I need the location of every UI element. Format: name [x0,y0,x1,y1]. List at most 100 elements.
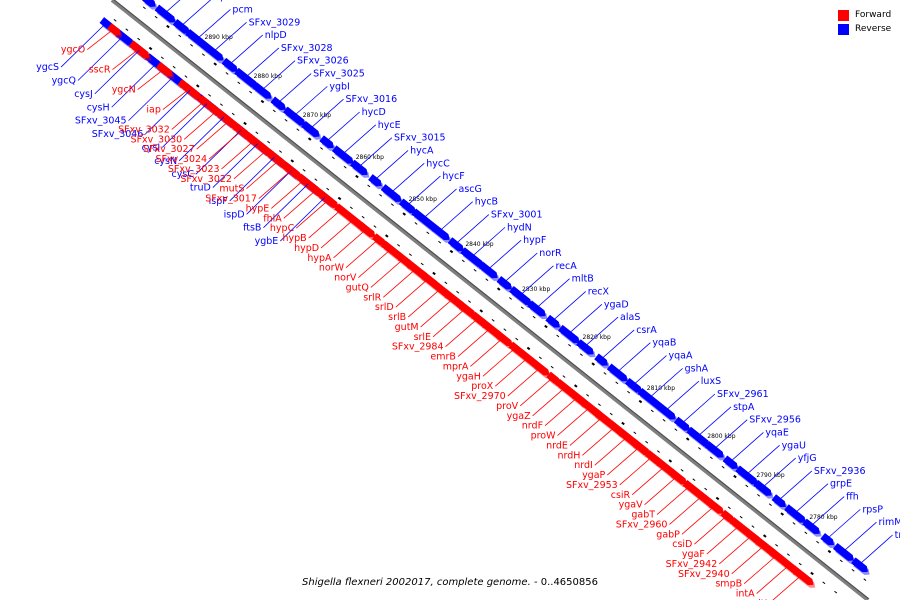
forward-gene-label: hypE [246,203,270,214]
forward-gene-leader [345,239,379,268]
forward-gene-leader [171,100,205,130]
tick-mark [320,147,324,150]
scale-label: 2810 kbp [647,385,675,392]
reverse-gene-label: nlpD [265,30,287,41]
forward-gene-label: csiR [611,490,631,501]
forward-gene-label: nrdE [546,440,568,451]
forward-gene-label: sscR [89,65,111,76]
tick-mark [786,553,790,557]
reverse-gene-shadow [156,7,178,26]
tick-mark [343,165,347,169]
forward-gene-label: hypC [270,223,295,234]
reverse-gene-leader [729,432,764,463]
tick-mark [538,356,542,360]
reverse-gene-leader [777,470,813,501]
forward-gene-label: ygaH [456,371,481,382]
reverse-gene-leader [60,22,107,68]
reverse-gene-shadow [303,124,322,140]
reverse-gene-label: norR [539,248,562,259]
tick-mark [166,24,170,29]
tick-mark [420,262,424,266]
forward-gene-label: SFxv_2953 [566,480,618,491]
tick-mark [674,428,678,431]
tick-mark [733,474,737,479]
tick-mark [355,174,359,179]
tick-mark [142,6,146,10]
reverse-gene-leader [178,116,225,162]
reverse-gene-leader [697,406,732,437]
reverse-gene-leader [325,111,360,143]
tick-mark [656,450,660,453]
reverse-gene-label: SFxv_2956 [749,415,801,426]
tick-mark [839,559,843,563]
reverse-gene-label: yqaE [765,427,788,438]
tick-mark [307,137,312,141]
reverse-gene-leader [568,303,603,335]
forward-gene-label: SFxv_3030 [131,134,183,145]
gene-labels: cysDsurErpoSpcmSFxv_3029nlpDSFxv_3028SFx… [36,0,900,600]
reverse-gene-leader [519,265,554,296]
tick-mark [160,56,164,60]
tick-mark [178,34,182,38]
forward-gene-leader [594,436,628,466]
reverse-gene-leader [406,175,441,207]
tick-mark [184,75,188,78]
tick-mark [810,571,814,576]
forward-gene-shadow [322,195,340,211]
reverse-gene-label: ygaU [782,440,806,451]
forward-gene-shadow [496,333,515,349]
tick-mark [556,334,560,338]
reverse-gene-shadow [853,560,870,575]
reverse-gene-leader [794,483,829,514]
forward-gene-label: nrdH [557,450,580,461]
reverse-gene-leader [244,47,280,78]
reverse-gene-shadow [755,483,774,499]
forward-gene-label: srlE [414,332,432,343]
reverse-gene-label: alaS [620,312,640,323]
tick-mark [373,225,377,228]
tick-mark [278,150,282,153]
tick-mark [231,112,235,116]
reverse-gene-leader [858,534,893,566]
reverse-gene-leader [487,239,522,271]
tick-mark [397,244,401,247]
reverse-gene-label: SFxv_2961 [717,389,769,400]
forward-gene-label: SFxv_3024 [155,154,207,165]
reverse-gene-label: cysJ [74,89,93,100]
forward-gene-label: SFxv_2970 [454,391,506,402]
tick-mark [349,206,353,210]
forward-gene-label: SFxv_3027 [143,144,195,155]
tick-mark [692,478,696,482]
forward-gene-leader [607,446,640,476]
forward-gene-label: gabT [631,510,655,521]
reverse-legend-label: Reverse [855,24,892,34]
reverse-gene-shadow [431,226,452,243]
reverse-gene-shadow [724,458,740,472]
reverse-gene-label: luxS [701,376,721,387]
reverse-gene-leader [341,124,377,155]
reverse-gene-label: yqaB [652,338,676,349]
reverse-gene-label: cysH [87,102,110,113]
tick-mark [780,512,784,516]
reverse-gene-label: SFxv_3029 [249,17,301,28]
reverse-gene-leader [145,89,191,135]
reverse-gene-leader [229,156,275,202]
forward-gene-label: proX [471,381,494,392]
scale-label: 2830 kbp [522,286,550,293]
tick-mark [444,281,448,285]
forward-gene-leader [507,367,541,397]
reverse-gene-label: ygaD [604,299,629,310]
forward-gene-leader [271,179,304,209]
reverse-gene-label: SFxv_3026 [297,56,349,67]
tick-mark [255,131,259,135]
forward-gene-leader [432,308,466,338]
legend: Forward Reverse [838,8,891,36]
reverse-gene-leader [826,509,861,540]
forward-gene-leader [706,525,740,555]
reverse-gene-shadow [383,187,404,205]
forward-gene-leader [295,199,329,229]
reverse-gene-leader [471,227,506,258]
forward-gene-label: SFxv_2942 [666,559,718,570]
scale-label: 2850 kbp [409,196,437,203]
